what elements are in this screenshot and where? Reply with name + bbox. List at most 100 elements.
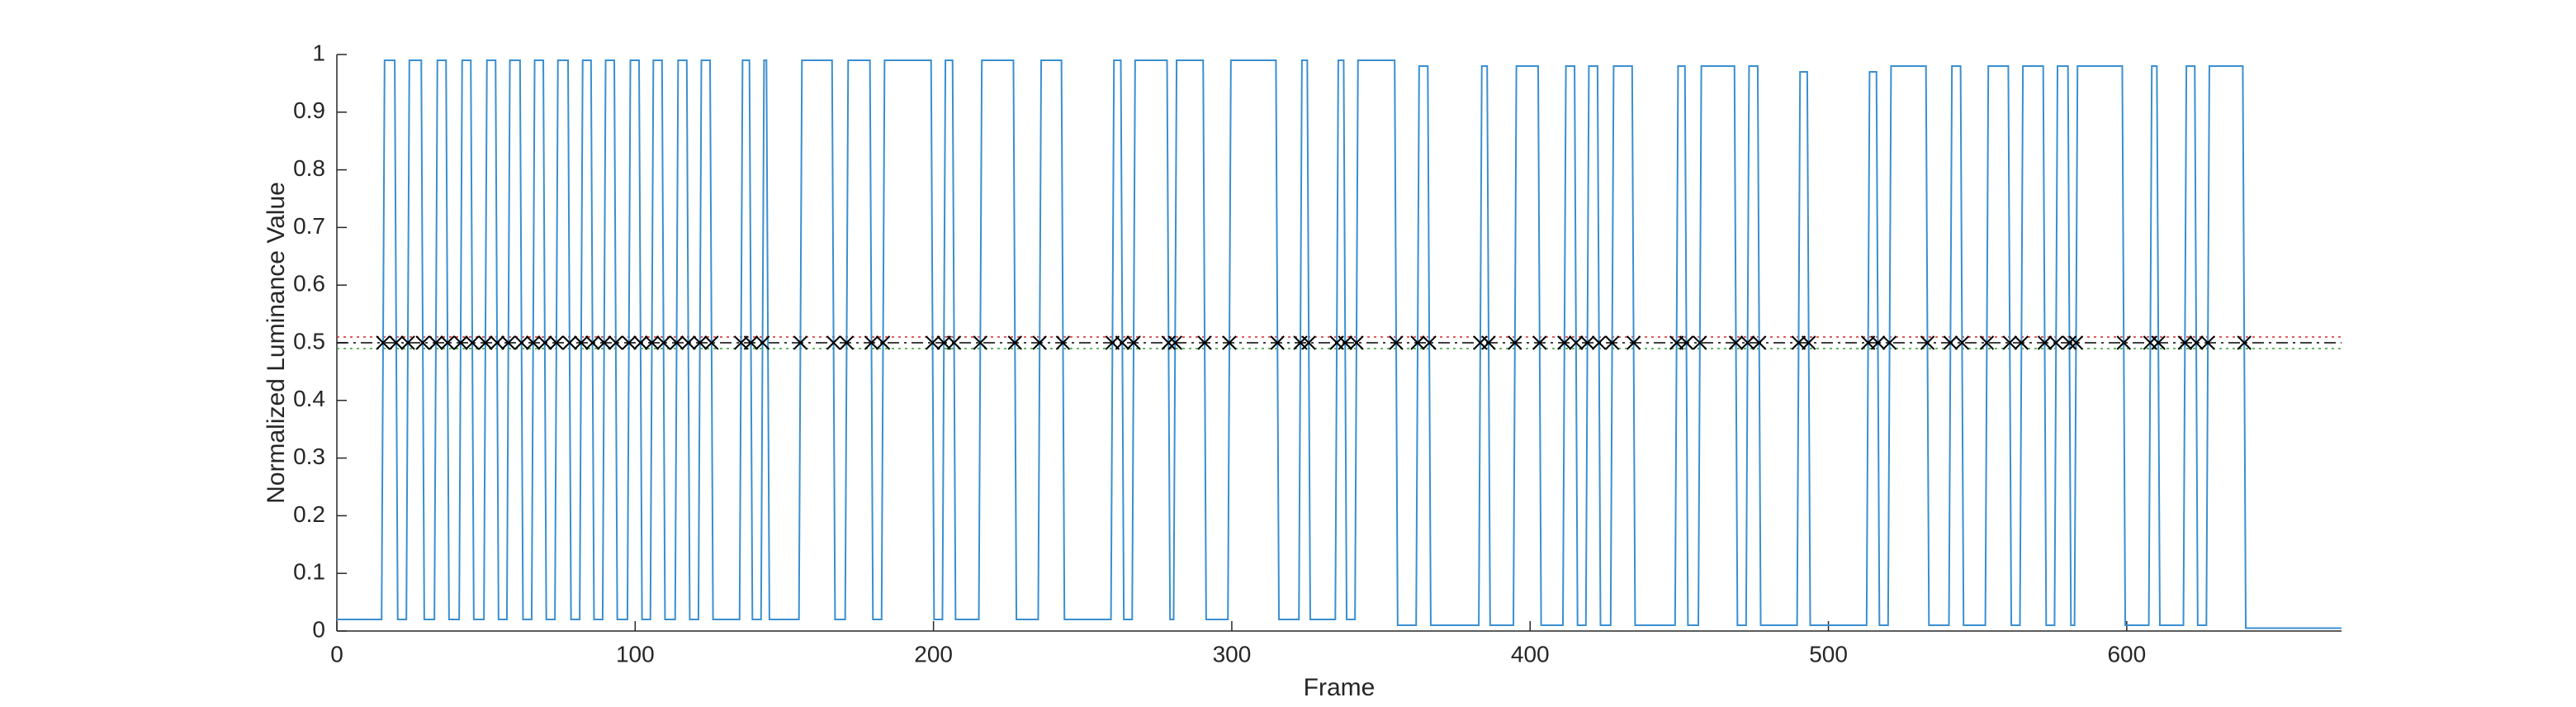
y-tick-label: 0.9: [293, 97, 325, 123]
y-tick-label: 0.2: [293, 501, 325, 527]
crossing-marker: [755, 335, 770, 350]
crossing-marker: [1532, 335, 1547, 350]
crossing-marker: [2048, 335, 2063, 350]
crossing-marker: [1752, 335, 1767, 350]
crossing-marker: [680, 335, 696, 350]
crossing-marker: [1422, 335, 1437, 350]
crossing-marker: [2002, 335, 2017, 350]
crossing-marker: [537, 335, 552, 350]
crossing-marker: [376, 335, 391, 350]
crossing-marker: [925, 335, 940, 350]
crossing-marker: [936, 335, 951, 350]
x-tick-label: 0: [330, 641, 343, 667]
crossing-marker: [1032, 335, 1047, 350]
crossing-marker: [1591, 335, 1607, 350]
crossing-marker: [1791, 335, 1807, 350]
crossing-marker: [1222, 335, 1237, 350]
crossing-marker: [562, 335, 577, 350]
crossing-marker: [1943, 335, 1958, 350]
x-axis-label: Frame: [1304, 674, 1376, 701]
crossing-marker: [2200, 335, 2215, 350]
y-tick-label: 0.7: [293, 213, 325, 239]
crossing-marker: [622, 335, 637, 350]
crossing-marker: [608, 335, 623, 350]
crossing-marker: [1349, 335, 1364, 350]
crossing-marker: [1679, 335, 1694, 350]
crossing-marker: [1870, 335, 1886, 350]
crossing-marker: [644, 335, 660, 350]
y-tick-label: 0.1: [293, 559, 325, 585]
y-tick-label: 0.6: [293, 271, 325, 297]
crossing-marker: [2116, 335, 2131, 350]
crossing-marker: [585, 335, 600, 350]
crossing-marker: [1882, 335, 1897, 350]
crossing-marker: [2068, 335, 2084, 350]
crossing-marker: [549, 335, 564, 350]
crossing-marker: [400, 335, 415, 350]
crossing-marker: [864, 335, 879, 350]
crossing-marker: [429, 335, 443, 350]
x-tick-label: 600: [2107, 641, 2146, 667]
crossing-marker: [1557, 335, 1572, 350]
x-tick-label: 200: [914, 641, 953, 667]
crossing-marker: [453, 335, 468, 350]
crossing-marker: [1161, 335, 1177, 350]
crossing-marker: [839, 335, 855, 350]
crossing-marker: [1115, 335, 1130, 350]
crossing-marker: [2237, 335, 2252, 350]
crossing-marker: [875, 335, 891, 350]
crossing-marker: [389, 335, 404, 350]
y-tick-label: 0.8: [293, 155, 325, 181]
crossing-marker: [2177, 335, 2193, 350]
crossing-marker: [973, 335, 988, 350]
crossing-marker: [1126, 335, 1141, 350]
crossing-marker: [415, 335, 430, 350]
crossing-marker: [1197, 335, 1212, 350]
crossing-marker: [526, 335, 541, 350]
y-tick-label: 0.4: [293, 386, 325, 411]
crossing-marker: [1569, 335, 1584, 350]
y-tick-label: 1: [312, 40, 325, 65]
crossing-marker: [1979, 335, 1995, 350]
crossing-marker: [1410, 335, 1425, 350]
crossing-marker: [633, 335, 648, 350]
crossing-marker: [1301, 335, 1316, 350]
signal-line: [337, 59, 2342, 629]
crossing-marker: [574, 335, 589, 350]
crossing-marker: [1728, 335, 1744, 350]
crossing-marker: [465, 335, 480, 350]
crossing-marker: [490, 335, 504, 350]
crossing-marker: [1338, 335, 1352, 350]
crossing-marker: [2189, 335, 2204, 350]
crossing-marker: [1693, 335, 1707, 350]
crossing-marker: [2014, 335, 2029, 350]
x-tick-label: 300: [1213, 641, 1252, 667]
crossing-marker: [1508, 335, 1522, 350]
crossing-marker: [1604, 335, 1620, 350]
x-tick-label: 400: [1511, 641, 1550, 667]
crossing-marker: [1626, 335, 1641, 350]
crossing-marker: [2062, 335, 2077, 350]
crossing-marker: [1920, 335, 1935, 350]
crossing-marker: [2151, 335, 2166, 350]
crossing-marker: [1389, 335, 1404, 350]
crossing-marker: [743, 335, 759, 350]
crossing-marker: [793, 335, 808, 350]
crossing-marker: [514, 335, 529, 350]
x-tick-label: 100: [616, 641, 655, 667]
crossing-marker: [1167, 335, 1182, 350]
crossing-marker: [1740, 335, 1755, 350]
crossing-marker: [1801, 335, 1816, 350]
crossing-marker: [669, 335, 684, 350]
crossing-marker: [597, 335, 612, 350]
crossing-marker: [1481, 335, 1496, 350]
crossing-marker: [704, 335, 719, 350]
crossing-marker: [946, 335, 962, 350]
crossing-marker: [1270, 335, 1285, 350]
crossing-marker: [501, 335, 516, 350]
crossing-marker: [656, 335, 671, 350]
crossing-marker: [1055, 335, 1071, 350]
crossing-marker: [1954, 335, 1970, 350]
crossing-marker: [2037, 335, 2053, 350]
